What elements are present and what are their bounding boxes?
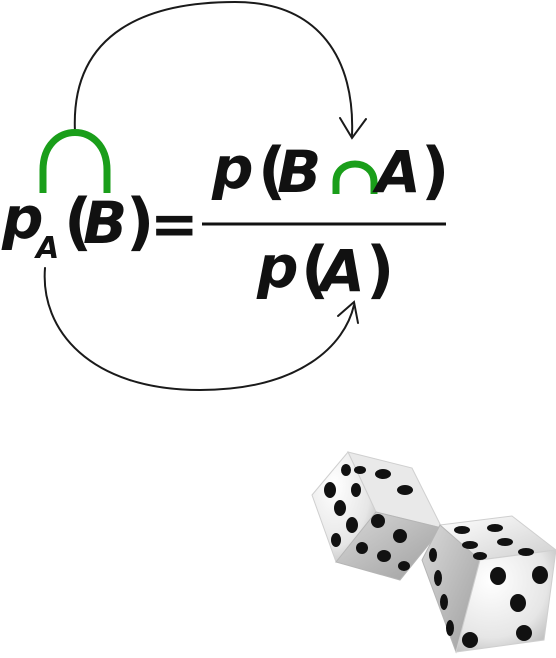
denominator-var-a: A bbox=[316, 237, 365, 305]
formula-lhs: p A ( B ) bbox=[1, 184, 154, 266]
intersection-arc-left bbox=[39, 129, 111, 193]
lhs-close-paren: ) bbox=[126, 185, 154, 258]
dice-icon bbox=[311, 451, 556, 654]
front-die bbox=[421, 515, 556, 654]
lhs-p: p bbox=[1, 184, 44, 252]
numerator-var-b: B bbox=[277, 138, 321, 206]
lhs-variable: B bbox=[83, 189, 127, 257]
numerator-open-paren: ( bbox=[258, 134, 286, 207]
numerator-p: p bbox=[211, 134, 254, 202]
denominator-open-paren: ( bbox=[301, 233, 329, 306]
lhs-subscript: A bbox=[34, 231, 59, 266]
top-curved-arrow bbox=[73, 0, 367, 140]
intersection-arc-numerator bbox=[332, 160, 378, 194]
formula-denominator: p ( A ) bbox=[256, 233, 394, 306]
denominator-p: p bbox=[256, 233, 299, 301]
bottom-curved-arrow bbox=[43, 267, 359, 392]
back-die bbox=[311, 451, 443, 581]
denominator-close-paren: ) bbox=[366, 233, 394, 306]
equals-sign: = bbox=[150, 190, 199, 258]
numerator-close-paren: ) bbox=[421, 134, 449, 207]
numerator-var-a: A bbox=[372, 138, 421, 206]
formula-numerator: p ( B A ) bbox=[211, 134, 449, 207]
lhs-open-paren: ( bbox=[64, 185, 92, 258]
